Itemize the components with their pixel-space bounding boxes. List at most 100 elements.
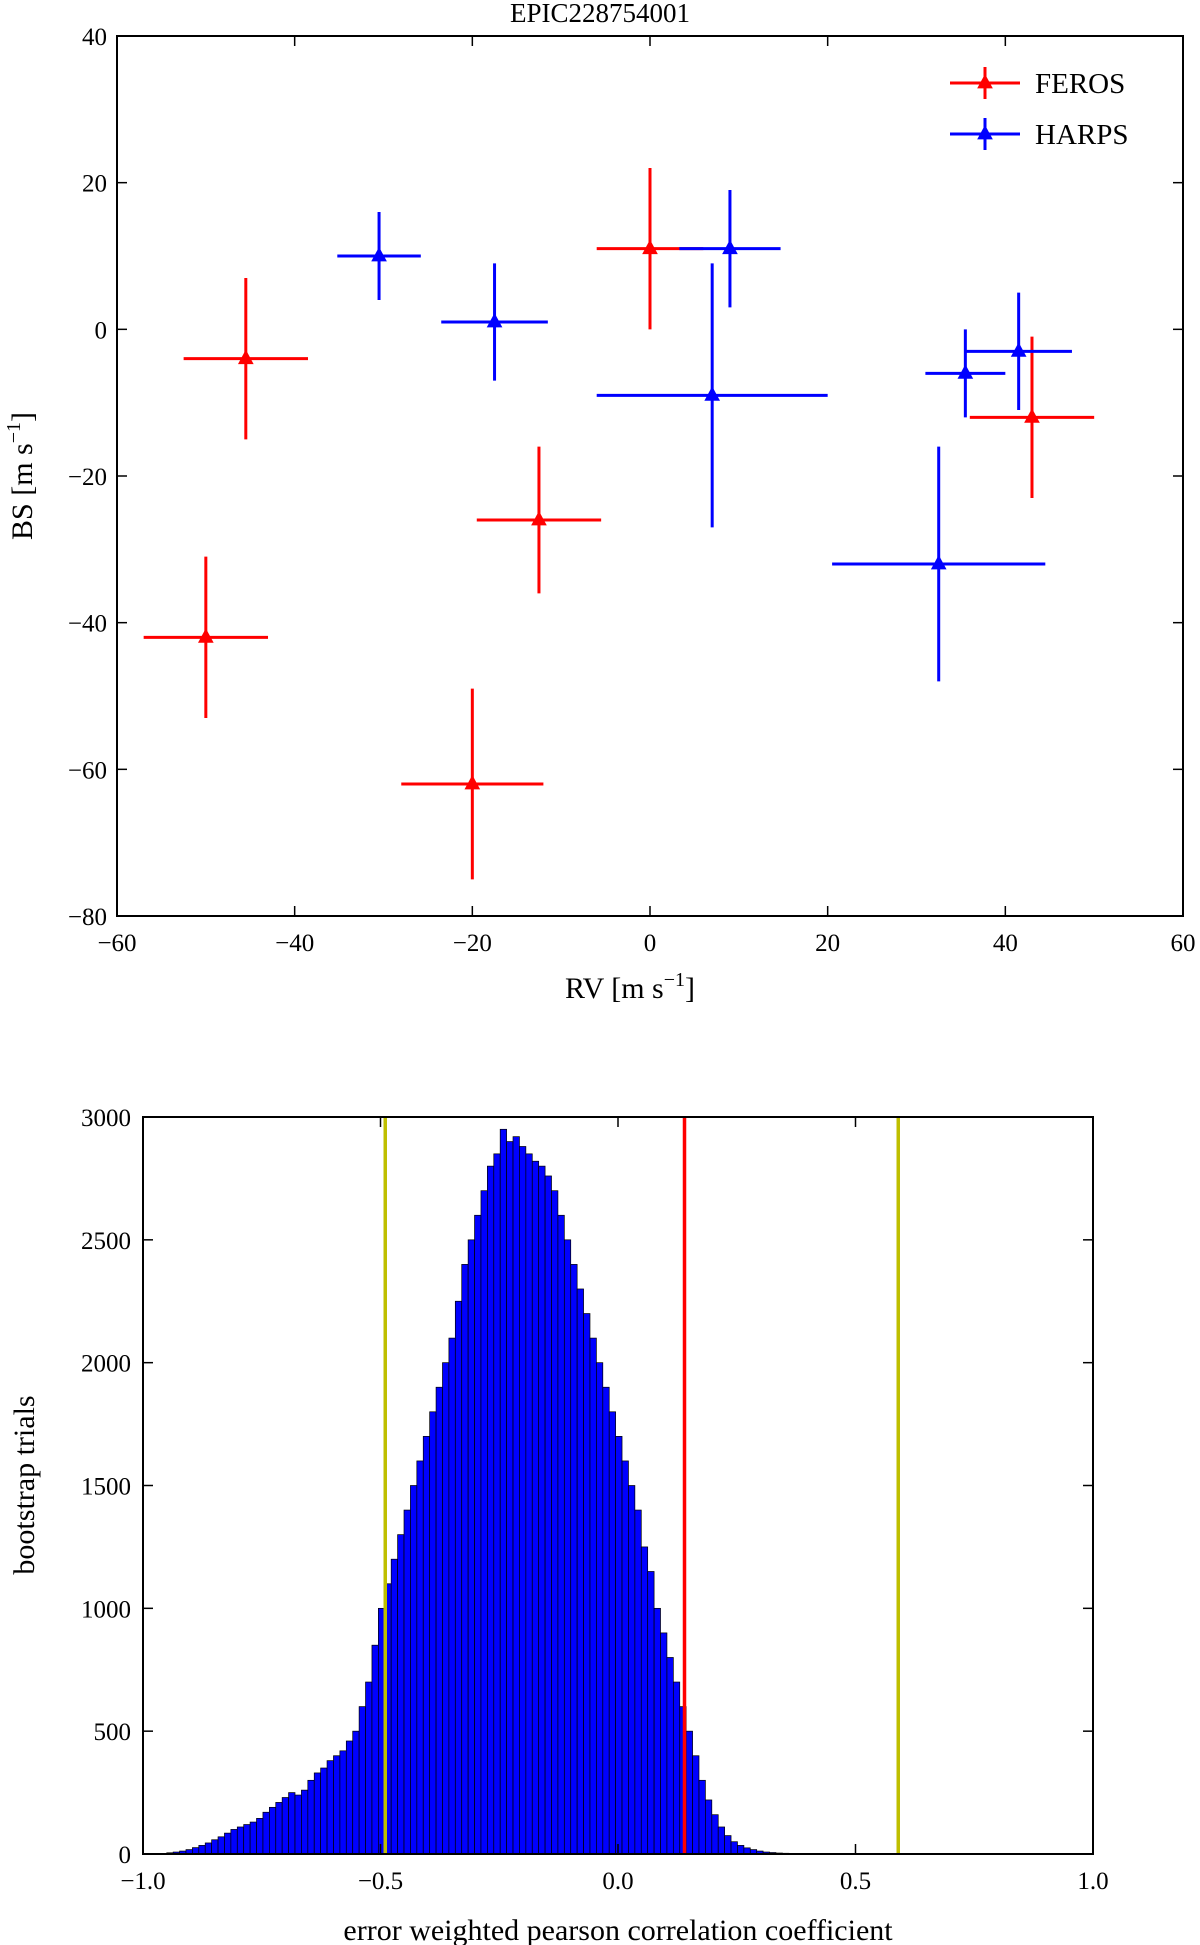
x-tick-label: 20 bbox=[815, 930, 840, 957]
histogram-bar bbox=[711, 1814, 719, 1855]
scatter-y-axis-label: BS [m s−1] bbox=[3, 412, 39, 540]
feros-point-1 bbox=[143, 556, 269, 718]
histogram-bar bbox=[634, 1509, 642, 1855]
histogram-marks bbox=[166, 1117, 900, 1855]
feros-marker bbox=[1024, 408, 1040, 423]
scatter-x-axis-label: RV [m s−1] bbox=[565, 969, 695, 1005]
y-tick-label: −60 bbox=[68, 757, 107, 784]
histogram-bar bbox=[666, 1657, 674, 1855]
y-tick-label: 0 bbox=[119, 1842, 132, 1869]
histogram-bar bbox=[256, 1818, 264, 1855]
histogram-bar bbox=[243, 1824, 251, 1855]
histogram-bar bbox=[352, 1730, 360, 1855]
histogram-bar bbox=[371, 1644, 379, 1855]
histogram-bar bbox=[531, 1160, 540, 1855]
histogram-bar bbox=[416, 1460, 424, 1855]
histogram-bar bbox=[519, 1146, 527, 1855]
y-axis-label-exponent: −1 bbox=[3, 422, 25, 443]
legend-entry-harps: HARPS bbox=[950, 118, 1129, 151]
x-axis-label-text: RV [m s bbox=[565, 972, 664, 1005]
histogram-bar bbox=[204, 1842, 212, 1855]
feros-marker bbox=[464, 775, 481, 790]
y-tick-label: 0 bbox=[95, 317, 108, 344]
histogram-bar bbox=[660, 1632, 668, 1855]
harps-marker bbox=[930, 555, 947, 570]
histogram-bar bbox=[480, 1190, 488, 1855]
y-axis-label-close: ] bbox=[6, 412, 39, 422]
legend-marker bbox=[977, 125, 993, 140]
y-tick-label: 40 bbox=[82, 24, 107, 51]
histogram-bar bbox=[737, 1845, 745, 1855]
histogram-bar bbox=[608, 1411, 616, 1855]
histogram-bar bbox=[512, 1136, 520, 1855]
histogram-bar bbox=[397, 1534, 405, 1855]
legend: FEROS HARPS bbox=[950, 67, 1129, 151]
histogram-bar bbox=[525, 1153, 533, 1855]
y-tick-label: 3000 bbox=[81, 1105, 131, 1132]
histogram-bar bbox=[435, 1386, 443, 1855]
feros-point-3 bbox=[401, 688, 544, 880]
harps-marker bbox=[371, 247, 387, 262]
histogram-bar bbox=[692, 1755, 700, 1855]
harps-point-4 bbox=[925, 329, 1006, 418]
x-tick-label: 60 bbox=[1171, 930, 1196, 957]
x-tick-label: −0.5 bbox=[358, 1868, 403, 1895]
histogram-bar bbox=[288, 1792, 296, 1855]
histogram-y-axis-label: bootstrap trials bbox=[8, 1395, 41, 1574]
x-axis-label-exponent: −1 bbox=[664, 969, 685, 991]
y-tick-label: 2000 bbox=[81, 1351, 131, 1378]
histogram-bar bbox=[557, 1214, 565, 1855]
histogram-bar bbox=[422, 1436, 431, 1855]
histogram-bar bbox=[365, 1681, 373, 1855]
histogram-bar bbox=[224, 1832, 232, 1855]
x-tick-label: 40 bbox=[993, 930, 1018, 957]
x-tick-label: 0.0 bbox=[602, 1868, 633, 1895]
histogram-bar bbox=[544, 1175, 552, 1855]
histogram-bar bbox=[589, 1337, 597, 1855]
legend-marker bbox=[977, 74, 993, 89]
harps-point-1 bbox=[441, 263, 548, 381]
x-tick-label: 0.5 bbox=[840, 1868, 871, 1895]
x-tick-label: −40 bbox=[275, 930, 314, 957]
harps-point-5 bbox=[965, 292, 1072, 410]
legend-label: FEROS bbox=[1035, 68, 1125, 100]
harps-marker bbox=[722, 239, 738, 255]
histogram-bar bbox=[454, 1300, 463, 1855]
histogram-bar bbox=[493, 1153, 501, 1855]
histogram-bar bbox=[628, 1485, 636, 1855]
histogram-bar bbox=[448, 1337, 456, 1855]
histogram-bar bbox=[499, 1128, 507, 1855]
histogram-bar bbox=[326, 1760, 334, 1855]
y-tick-label: 500 bbox=[94, 1719, 132, 1746]
x-tick-label: 1.0 bbox=[1077, 1868, 1108, 1895]
histogram-bar bbox=[294, 1794, 302, 1855]
harps-marker bbox=[1010, 342, 1027, 357]
histogram-bar bbox=[429, 1411, 437, 1855]
harps-marker bbox=[486, 313, 503, 328]
scatter-marks bbox=[143, 168, 1095, 880]
scatter-panel: EPIC228754001 −60 −40 −20 0 20 40 60 40 20 0 −20 −4… bbox=[3, 0, 1196, 1005]
histogram-bar bbox=[474, 1214, 482, 1855]
histogram-bar bbox=[301, 1789, 309, 1855]
feros-point-5 bbox=[969, 336, 1095, 498]
y-tick-label: 1000 bbox=[81, 1596, 131, 1623]
y-tick-label: −20 bbox=[68, 464, 107, 491]
histogram-bar bbox=[217, 1836, 225, 1855]
histogram-bar bbox=[551, 1190, 559, 1855]
x-axis-label-close: ] bbox=[685, 972, 695, 1005]
y-axis-label-text: BS [m s bbox=[6, 443, 39, 540]
histogram-bar bbox=[685, 1730, 693, 1855]
histogram-bar bbox=[442, 1362, 450, 1855]
feros-point-2 bbox=[476, 446, 602, 594]
histogram-bar bbox=[358, 1706, 366, 1855]
histogram-bar bbox=[262, 1811, 270, 1855]
histogram-bar bbox=[461, 1264, 469, 1855]
histogram-bar bbox=[403, 1509, 411, 1855]
histogram-ticks: −1.0 −0.5 0.0 0.5 1.0 0 500 1000 1500 2000 2500 300… bbox=[81, 1105, 1109, 1895]
scatter-title: EPIC228754001 bbox=[510, 0, 690, 28]
histogram-bar bbox=[583, 1313, 591, 1855]
histogram-bar bbox=[230, 1829, 238, 1855]
histogram-bar bbox=[653, 1607, 661, 1855]
histogram-bar bbox=[236, 1826, 245, 1855]
